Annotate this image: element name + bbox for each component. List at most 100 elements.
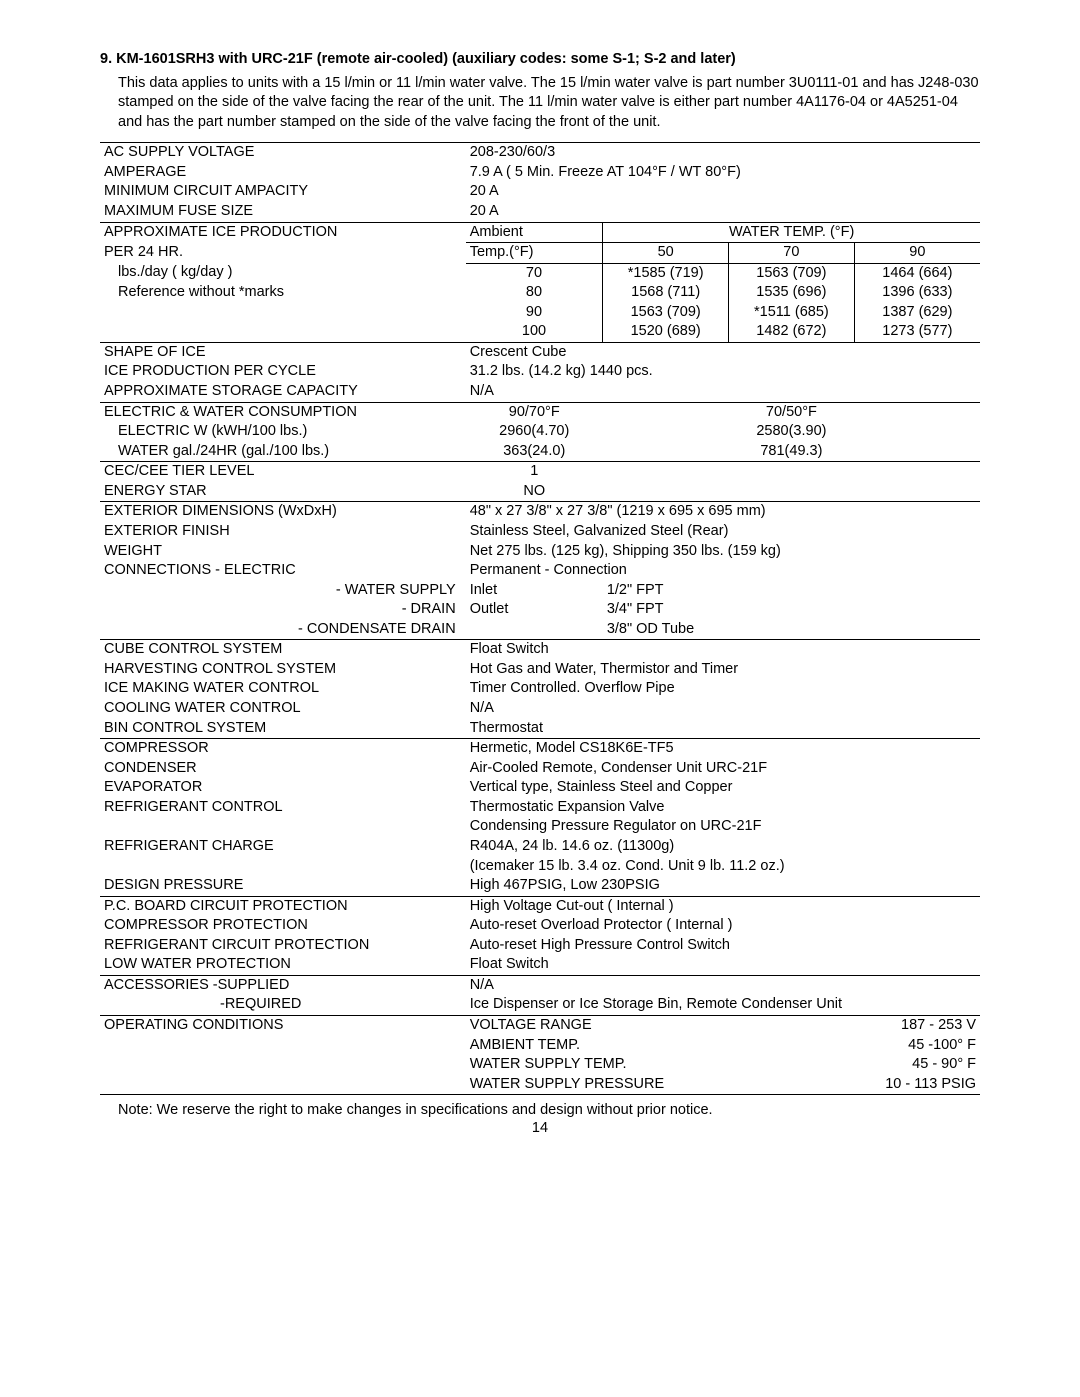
table-row: BIN CONTROL SYSTEM Thermostat bbox=[100, 719, 980, 739]
table-row: -REQUIRED Ice Dispenser or Ice Storage B… bbox=[100, 995, 980, 1015]
spec-label: Reference without *marks bbox=[100, 283, 466, 303]
table-row: ELECTRIC W (kWH/100 lbs.) 2960(4.70) 258… bbox=[100, 422, 980, 442]
spec-value: Auto-reset High Pressure Control Switch bbox=[466, 936, 980, 956]
spec-value: Crescent Cube bbox=[466, 342, 980, 362]
table-row: - WATER SUPPLY Inlet 1/2" FPT bbox=[100, 581, 980, 601]
spec-value: VOLTAGE RANGE bbox=[466, 1016, 729, 1036]
table-row: REFRIGERANT CONTROL Thermostatic Expansi… bbox=[100, 798, 980, 818]
table-row: CUBE CONTROL SYSTEM Float Switch bbox=[100, 640, 980, 660]
spec-label: WATER gal./24HR (gal./100 lbs.) bbox=[100, 442, 466, 462]
spec-label: AMPERAGE bbox=[100, 163, 466, 183]
spec-label bbox=[100, 303, 466, 323]
spec-value: *1585 (719) bbox=[603, 263, 729, 283]
spec-value: Float Switch bbox=[466, 955, 980, 975]
spec-label: - WATER SUPPLY bbox=[100, 581, 466, 601]
spec-value: Hot Gas and Water, Thermistor and Timer bbox=[466, 660, 980, 680]
intro-paragraph: This data applies to units with a 15 l/m… bbox=[118, 74, 980, 133]
spec-value: 363(24.0) bbox=[466, 442, 603, 462]
spec-value: 1 bbox=[466, 462, 603, 482]
spec-value: 100 bbox=[466, 322, 603, 342]
spec-value: Thermostat bbox=[466, 719, 980, 739]
spec-label: P.C. BOARD CIRCUIT PROTECTION bbox=[100, 896, 466, 916]
table-row: SHAPE OF ICE Crescent Cube bbox=[100, 342, 980, 362]
spec-label: EVAPORATOR bbox=[100, 778, 466, 798]
spec-label bbox=[100, 322, 466, 342]
spec-label: ELECTRIC W (kWH/100 lbs.) bbox=[100, 422, 466, 442]
spec-label: ELECTRIC & WATER CONSUMPTION bbox=[100, 402, 466, 422]
table-row: REFRIGERANT CHARGE R404A, 24 lb. 14.6 oz… bbox=[100, 837, 980, 857]
spec-value: N/A bbox=[466, 382, 980, 402]
spec-value: N/A bbox=[466, 975, 980, 995]
spec-value: 208-230/60/3 bbox=[466, 143, 980, 163]
spec-label: LOW WATER PROTECTION bbox=[100, 955, 466, 975]
table-row: PER 24 HR. Temp.(°F) 50 70 90 bbox=[100, 243, 980, 264]
spec-label: APPROXIMATE ICE PRODUCTION bbox=[100, 222, 466, 243]
table-row: EXTERIOR DIMENSIONS (WxDxH) 48" x 27 3/8… bbox=[100, 502, 980, 522]
table-row: COMPRESSOR PROTECTION Auto-reset Overloa… bbox=[100, 916, 980, 936]
page-number: 14 bbox=[100, 1119, 980, 1139]
table-row: ACCESSORIES -SUPPLIED N/A bbox=[100, 975, 980, 995]
spec-value: 2580(3.90) bbox=[603, 422, 980, 442]
spec-value: 50 bbox=[603, 243, 729, 264]
spec-value: WATER SUPPLY TEMP. bbox=[466, 1055, 729, 1075]
spec-value: 70 bbox=[466, 263, 603, 283]
spec-label: CUBE CONTROL SYSTEM bbox=[100, 640, 466, 660]
spec-value: Ambient bbox=[466, 222, 603, 243]
table-row: MAXIMUM FUSE SIZE 20 A bbox=[100, 202, 980, 222]
table-row: AMBIENT TEMP. 45 -100° F bbox=[100, 1036, 980, 1056]
spec-value: 45 - 90° F bbox=[729, 1055, 980, 1075]
spec-value: Hermetic, Model CS18K6E-TF5 bbox=[466, 739, 980, 759]
spec-label: - CONDENSATE DRAIN bbox=[100, 620, 466, 640]
table-row: - CONDENSATE DRAIN 3/8" OD Tube bbox=[100, 620, 980, 640]
spec-value: 90/70°F bbox=[466, 402, 603, 422]
table-row: Reference without *marks 80 1568 (711) 1… bbox=[100, 283, 980, 303]
spec-value: NO bbox=[466, 482, 603, 502]
spec-value: 7.9 A ( 5 Min. Freeze AT 104°F / WT 80°F… bbox=[466, 163, 980, 183]
spec-label: HARVESTING CONTROL SYSTEM bbox=[100, 660, 466, 680]
spec-label: APPROXIMATE STORAGE CAPACITY bbox=[100, 382, 466, 402]
spec-value: 1464 (664) bbox=[854, 263, 980, 283]
table-row: CEC/CEE TIER LEVEL 1 bbox=[100, 462, 980, 482]
spec-label: OPERATING CONDITIONS bbox=[100, 1016, 466, 1036]
spec-value: 1535 (696) bbox=[729, 283, 855, 303]
spec-value: 48" x 27 3/8" x 27 3/8" (1219 x 695 x 69… bbox=[466, 502, 980, 522]
spec-label: WEIGHT bbox=[100, 542, 466, 562]
spec-value: WATER TEMP. (°F) bbox=[603, 222, 980, 243]
spec-value: Temp.(°F) bbox=[466, 243, 603, 264]
spec-value: 70/50°F bbox=[603, 402, 980, 422]
spec-value: Outlet bbox=[466, 600, 603, 620]
table-row: REFRIGERANT CIRCUIT PROTECTION Auto-rese… bbox=[100, 936, 980, 956]
spec-value: AMBIENT TEMP. bbox=[466, 1036, 729, 1056]
spec-value: High 467PSIG, Low 230PSIG bbox=[466, 876, 980, 896]
spec-value: 90 bbox=[466, 303, 603, 323]
spec-value: 187 - 253 V bbox=[729, 1016, 980, 1036]
spec-label: EXTERIOR FINISH bbox=[100, 522, 466, 542]
section-heading: 9. KM-1601SRH3 with URC-21F (remote air-… bbox=[100, 50, 980, 70]
spec-value: Timer Controlled. Overflow Pipe bbox=[466, 679, 980, 699]
footer-note: Note: We reserve the right to make chang… bbox=[118, 1101, 980, 1121]
table-row: ELECTRIC & WATER CONSUMPTION 90/70°F 70/… bbox=[100, 402, 980, 422]
spec-value: 1/2" FPT bbox=[603, 581, 980, 601]
spec-value: R404A, 24 lb. 14.6 oz. (11300g) bbox=[466, 837, 980, 857]
spec-value: 45 -100° F bbox=[729, 1036, 980, 1056]
table-row: Condensing Pressure Regulator on URC-21F bbox=[100, 817, 980, 837]
spec-label: BIN CONTROL SYSTEM bbox=[100, 719, 466, 739]
table-row: WATER SUPPLY PRESSURE 10 - 113 PSIG bbox=[100, 1075, 980, 1095]
spec-value: Net 275 lbs. (125 kg), Shipping 350 lbs.… bbox=[466, 542, 980, 562]
spec-value: WATER SUPPLY PRESSURE bbox=[466, 1075, 729, 1095]
spec-value: N/A bbox=[466, 699, 980, 719]
spec-value: Condensing Pressure Regulator on URC-21F bbox=[466, 817, 980, 837]
spec-value: 20 A bbox=[466, 202, 980, 222]
table-row: WATER SUPPLY TEMP. 45 - 90° F bbox=[100, 1055, 980, 1075]
spec-value: 1396 (633) bbox=[854, 283, 980, 303]
table-row: EVAPORATOR Vertical type, Stainless Stee… bbox=[100, 778, 980, 798]
table-row: EXTERIOR FINISH Stainless Steel, Galvani… bbox=[100, 522, 980, 542]
table-row: CONNECTIONS - ELECTRIC Permanent - Conne… bbox=[100, 561, 980, 581]
table-row: COOLING WATER CONTROL N/A bbox=[100, 699, 980, 719]
spec-value: 90 bbox=[854, 243, 980, 264]
spec-value: 1568 (711) bbox=[603, 283, 729, 303]
spec-label: -REQUIRED bbox=[100, 995, 466, 1015]
spec-label: ENERGY STAR bbox=[100, 482, 466, 502]
table-row: ENERGY STAR NO bbox=[100, 482, 980, 502]
spec-value: Thermostatic Expansion Valve bbox=[466, 798, 980, 818]
